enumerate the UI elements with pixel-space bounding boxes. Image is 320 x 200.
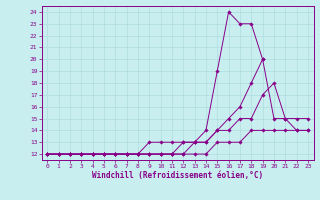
X-axis label: Windchill (Refroidissement éolien,°C): Windchill (Refroidissement éolien,°C) (92, 171, 263, 180)
